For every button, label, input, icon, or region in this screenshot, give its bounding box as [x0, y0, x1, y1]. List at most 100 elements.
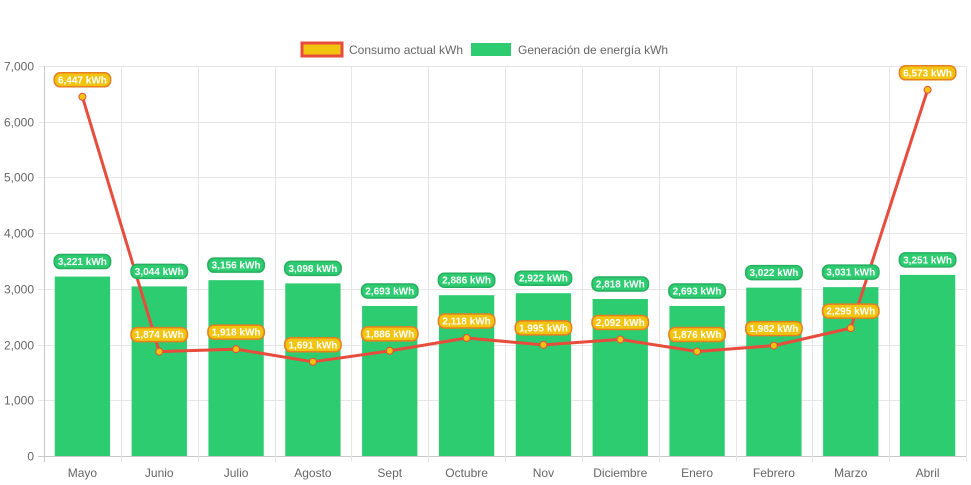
data-label-consumo: 2,295 kWh	[826, 307, 875, 318]
data-label-generacion-bg	[53, 253, 112, 270]
legend-label-consumo[interactable]: Consumo actual kWh	[349, 43, 463, 57]
data-label-consumo: 2,092 kWh	[596, 318, 645, 329]
data-label-consumo-bg	[821, 303, 880, 319]
data-label-generacion: 2,693 kWh	[673, 286, 722, 297]
data-label-consumo-bg	[514, 320, 573, 336]
data-label-generacion: 2,818 kWh	[596, 279, 645, 290]
data-label-consumo-bg	[283, 337, 342, 353]
y-tick-label: 5,000	[4, 171, 34, 185]
axis-layer: 0 1,000 2,000 3,000 4,000 5,000 6,000 7,000 Mayo…	[4, 60, 940, 481]
bar-generacion	[285, 283, 341, 456]
point-consumo	[155, 347, 164, 356]
data-label-consumo-bg	[898, 65, 957, 81]
data-label-generacion-bg	[437, 272, 496, 288]
data-label-consumo-bg	[130, 326, 189, 343]
point-consumo	[462, 333, 471, 342]
x-tick-label: Sept	[377, 466, 402, 480]
bar-generacion	[54, 276, 111, 456]
grid-layer	[38, 66, 967, 462]
x-tick-label: Nov	[533, 466, 554, 480]
legend-label-generacion[interactable]: Generación de energía kWh	[518, 43, 668, 57]
data-label-generacion-bg	[514, 270, 573, 286]
bar-generacion	[131, 286, 187, 456]
data-label-consumo-bg	[207, 324, 266, 340]
y-tick-label: 2,000	[4, 339, 34, 353]
y-tick-label: 3,000	[4, 283, 34, 297]
point-consumo	[385, 346, 394, 355]
x-tick-label: Diciembre	[593, 466, 647, 480]
data-label-generacion-bg	[668, 283, 727, 299]
line-consumo	[80, 89, 930, 364]
data-label-consumo-bg	[668, 326, 727, 343]
y-tick-label: 4,000	[4, 227, 34, 241]
x-tick-label: Junio	[145, 466, 174, 480]
data-label-generacion: 3,022 kWh	[749, 268, 798, 279]
data-label-generacion: 3,251 kWh	[903, 255, 952, 266]
data-label-consumo: 2,118 kWh	[442, 316, 490, 327]
legend-swatch-generacion[interactable]	[471, 43, 511, 56]
data-label-generacion-bg	[130, 263, 189, 280]
data-label-consumo: 1,995 kWh	[519, 323, 568, 334]
data-label-generacion: 3,156 kWh	[212, 261, 261, 272]
point-consumo	[232, 345, 241, 354]
x-tick-label: Enero	[681, 466, 713, 480]
bar-generacion	[515, 293, 572, 456]
data-label-generacion: 2,922 kWh	[519, 274, 568, 285]
data-label-consumo: 1,918 kWh	[212, 328, 261, 339]
data-label-consumo-bg	[53, 72, 112, 88]
y-tick-label: 6,000	[4, 116, 34, 130]
data-label-consumo-bg	[360, 326, 419, 342]
data-label-consumo: 1,876 kWh	[673, 330, 722, 341]
data-label-generacion-bg	[821, 264, 880, 280]
data-label-generacion: 3,044 kWh	[135, 267, 184, 278]
data-label-generacion: 2,693 kWh	[365, 286, 414, 297]
point-consumo	[923, 85, 932, 94]
data-label-generacion: 3,098 kWh	[288, 264, 337, 275]
x-tick-label: Abril	[916, 466, 940, 480]
legend: Consumo actual kWh Generación de energía…	[300, 41, 668, 58]
data-label-generacion-bg	[207, 257, 266, 273]
data-label-consumo-bg	[591, 314, 650, 331]
data-label-consumo: 6,447 kWh	[58, 75, 107, 86]
point-consumo	[846, 324, 855, 333]
data-label-generacion-bg	[591, 276, 650, 292]
labels-layer: 3,221 kWh 3,044 kWh 3,156 kWh 3,098 kWh 2,69…	[53, 65, 957, 353]
y-tick-label: 1,000	[4, 394, 34, 408]
data-label-generacion: 2,886 kWh	[442, 276, 491, 287]
x-tick-label: Marzo	[834, 466, 868, 480]
x-tick-label: Mayo	[68, 466, 98, 480]
data-label-consumo: 1,982 kWh	[749, 324, 798, 335]
point-consumo	[308, 357, 317, 366]
data-label-generacion: 3,221 kWh	[58, 257, 107, 268]
y-tick-label: 0	[27, 450, 34, 464]
bar-generacion	[899, 274, 956, 456]
x-tick-label: Febrero	[753, 466, 795, 480]
x-tick-label: Agosto	[294, 466, 332, 480]
data-label-consumo: 1,691 kWh	[288, 340, 337, 351]
data-label-consumo: 6,573 kWh	[903, 68, 952, 79]
data-label-generacion-bg	[283, 260, 342, 277]
data-label-generacion-bg	[898, 252, 957, 268]
legend-swatch-consumo[interactable]	[300, 41, 344, 58]
bar-generacion	[746, 287, 802, 456]
point-consumo	[539, 340, 548, 349]
data-label-consumo-bg	[437, 313, 496, 329]
data-label-generacion: 3,031 kWh	[826, 268, 875, 279]
x-tick-label: Octubre	[445, 466, 488, 480]
data-label-generacion-bg	[744, 264, 803, 281]
bar-generacion	[208, 280, 264, 456]
line-layer	[78, 85, 932, 366]
point-consumo	[78, 92, 87, 101]
point-consumo	[769, 341, 778, 350]
data-label-consumo: 1,874 kWh	[135, 330, 184, 341]
point-consumo	[693, 347, 702, 356]
data-label-consumo-bg	[744, 320, 803, 337]
data-label-consumo: 1,886 kWh	[365, 329, 414, 340]
bars-layer	[54, 274, 956, 456]
data-label-generacion-bg	[360, 283, 419, 299]
x-tick-label: Julio	[224, 466, 249, 480]
point-consumo	[616, 335, 625, 344]
y-tick-label: 7,000	[4, 60, 34, 74]
